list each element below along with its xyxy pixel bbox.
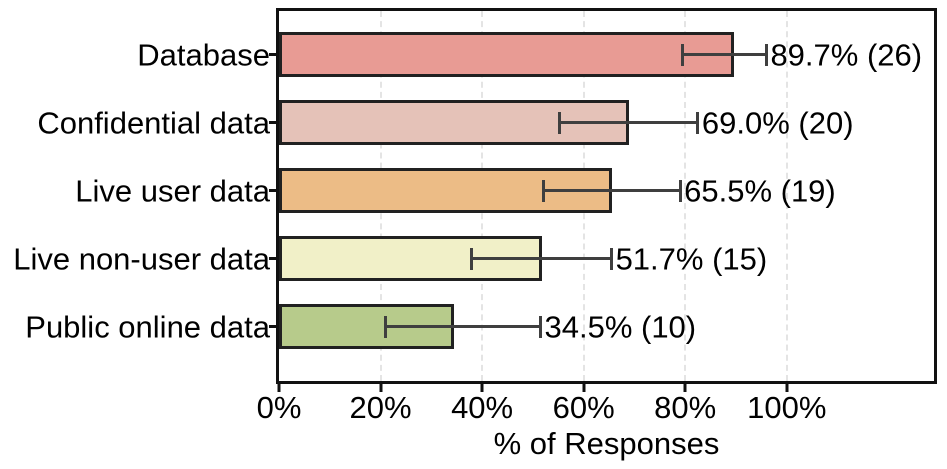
gridline-100 (785, 11, 788, 381)
x-tick-0 (277, 384, 281, 392)
error-bar-confidential-data (559, 121, 698, 124)
x-tick-label-0: 0% (256, 390, 302, 425)
plot-area (276, 8, 937, 384)
x-tick-20 (379, 384, 383, 392)
error-bar-public-online-data (385, 325, 541, 328)
bar-database (279, 32, 735, 77)
x-tick-100 (785, 384, 789, 392)
category-label-public-online-data: Public online data (25, 309, 270, 344)
x-tick-label-20: 20% (349, 390, 412, 425)
x-tick-40 (480, 384, 484, 392)
value-label-live-non-user-data: 51.7% (15) (615, 241, 768, 276)
error-cap-high-database (764, 43, 768, 66)
error-cap-low-public-online-data (384, 315, 388, 338)
y-tick-public-online-data (269, 325, 276, 328)
error-bar-database (682, 53, 767, 56)
value-label-public-online-data: 34.5% (10) (544, 309, 697, 344)
y-tick-live-user-data (269, 189, 276, 192)
error-cap-high-confidential-data (696, 111, 700, 134)
x-tick-60 (582, 384, 586, 392)
category-label-database: Database (137, 37, 270, 72)
x-tick-label-100: 100% (747, 390, 827, 425)
error-cap-low-live-user-data (541, 179, 545, 202)
error-cap-low-confidential-data (557, 111, 561, 134)
x-axis-title: % of Responses (493, 426, 720, 461)
category-label-live-non-user-data: Live non-user data (13, 241, 270, 276)
error-cap-high-live-non-user-data (610, 247, 614, 270)
value-label-live-user-data: 65.5% (19) (684, 173, 836, 208)
x-tick-80 (683, 384, 687, 392)
y-tick-confidential-data (269, 121, 276, 124)
error-cap-low-live-non-user-data (470, 247, 474, 270)
gridline-80 (684, 11, 687, 381)
category-label-confidential-data: Confidential data (37, 105, 270, 140)
y-tick-live-non-user-data (269, 257, 276, 260)
x-tick-label-60: 60% (552, 390, 615, 425)
error-cap-high-public-online-data (538, 315, 542, 338)
value-label-confidential-data: 69.0% (20) (701, 105, 854, 140)
category-label-live-user-data: Live user data (75, 173, 270, 208)
error-bar-live-non-user-data (471, 257, 612, 260)
value-label-database: 89.7% (26) (770, 37, 923, 72)
error-cap-high-live-user-data (678, 179, 682, 202)
x-tick-label-80: 80% (654, 390, 717, 425)
error-bar-live-user-data (543, 189, 681, 192)
x-tick-label-40: 40% (451, 390, 514, 425)
y-tick-database (269, 53, 276, 56)
error-cap-low-database (681, 43, 685, 66)
